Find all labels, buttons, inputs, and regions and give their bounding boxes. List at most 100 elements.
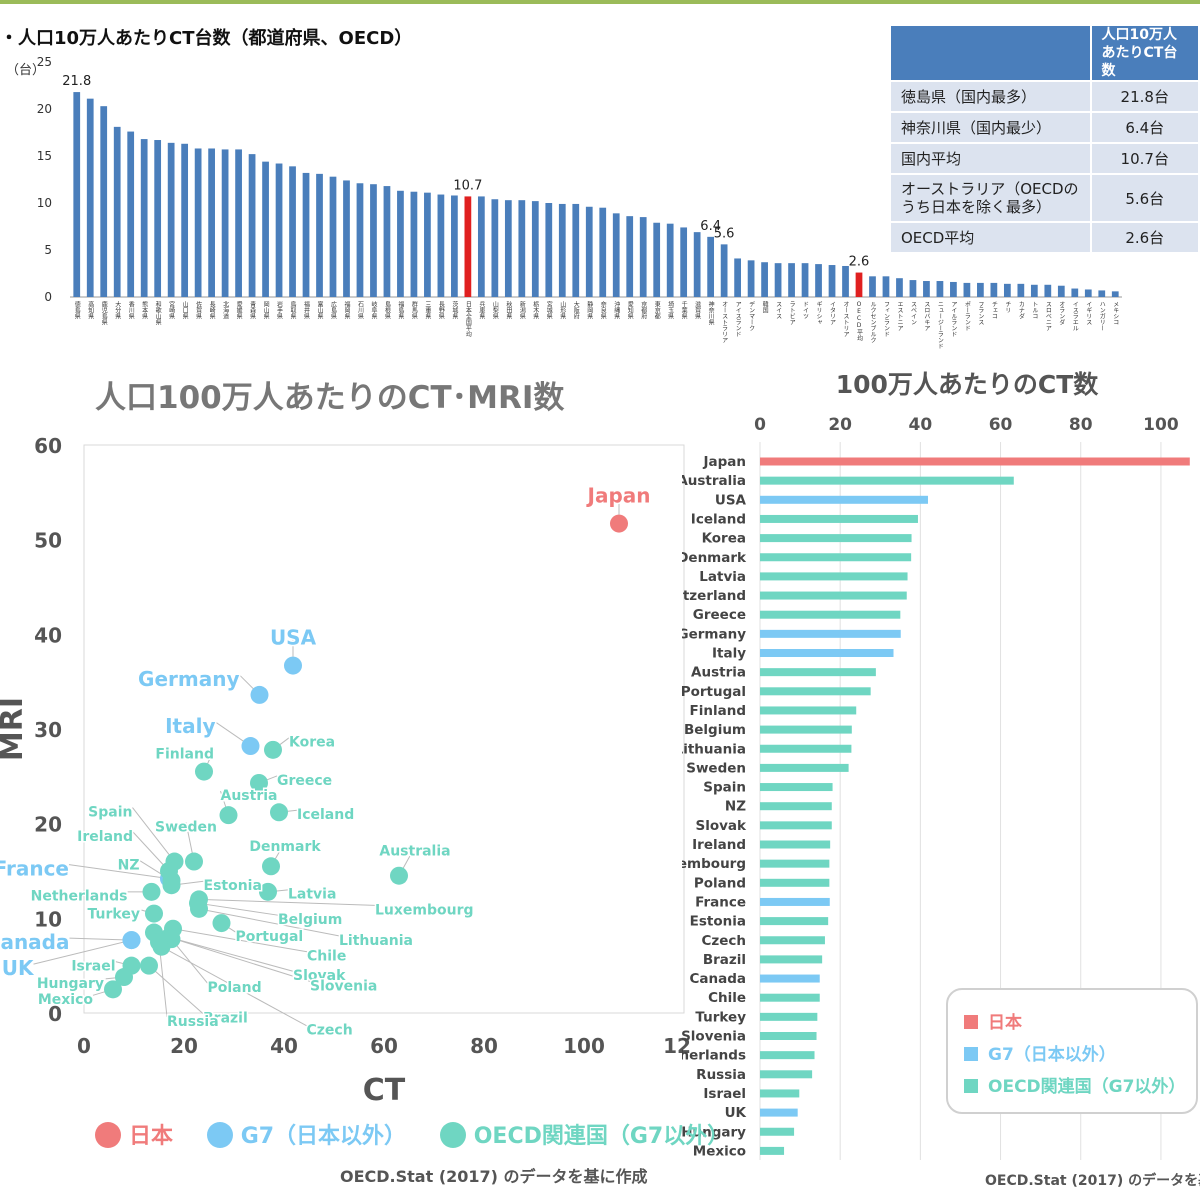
bar — [639, 217, 647, 297]
bar — [707, 236, 715, 297]
x-tick-label: フランス — [977, 301, 984, 325]
x-tick-label: ニュージーランド — [936, 301, 943, 349]
category-label: Spain — [703, 780, 746, 796]
x-tick-label: 岡山県 — [262, 301, 269, 320]
x-tick-label: スロベニア — [1044, 301, 1051, 331]
bar-source-note: OECD.Stat (2017) のデータを基に作成 — [985, 1173, 1200, 1189]
data-point — [262, 857, 280, 876]
bar — [760, 629, 901, 638]
point-label: Estonia — [204, 878, 262, 894]
category-label: Sweden — [686, 760, 746, 776]
category-label: Australia — [682, 473, 746, 489]
x-tick-label: 100 — [1143, 415, 1179, 435]
bar — [760, 1012, 818, 1021]
x-tick-label: 80 — [470, 1034, 498, 1058]
point-label: Korea — [289, 735, 335, 751]
category-label: Slovak — [695, 818, 747, 834]
bar — [760, 897, 830, 906]
leader-line — [148, 965, 204, 1015]
bar — [760, 840, 831, 849]
data-point — [140, 956, 158, 975]
x-tick-label: 山形県 — [559, 300, 566, 320]
table-row-label: 徳島県（国内最多） — [889, 80, 1092, 113]
bar — [424, 192, 431, 297]
x-tick-label: 20 — [170, 1034, 198, 1058]
x-tick-label: スペイン — [909, 301, 916, 325]
point-label: Chile — [307, 949, 346, 965]
table-row-value: 2.6台 — [1089, 221, 1200, 254]
bar — [760, 457, 1190, 466]
x-tick-label: 鹿児島県 — [100, 300, 107, 326]
scatter-title: 人口100万人あたりのCT･MRI数 — [95, 380, 564, 416]
bar — [477, 196, 485, 297]
x-tick-label: 日本全国平均 — [464, 301, 471, 338]
bar — [289, 166, 296, 297]
x-tick-label: 北海道 — [222, 300, 229, 320]
bar — [760, 1070, 813, 1079]
x-tick-label: 三重県 — [424, 301, 431, 320]
x-tick-label: 青森県 — [249, 300, 256, 320]
category-label: Turkey — [695, 1009, 746, 1025]
scatter-legend: 日本 G7（日本以外） OECD関連国（G7以外） — [95, 1118, 755, 1150]
bar — [720, 244, 728, 297]
bar — [518, 200, 526, 297]
bar — [1071, 288, 1079, 297]
x-tick-label: 栃木県 — [532, 300, 539, 320]
x-tick-label: 福島県 — [397, 300, 404, 320]
bar — [882, 276, 890, 297]
bar — [1030, 284, 1038, 297]
bar — [760, 1032, 817, 1040]
bar — [909, 280, 917, 297]
x-tick-label: 大阪府 — [572, 300, 579, 320]
legend-label: G7（日本以外） — [988, 1045, 1116, 1065]
category-label: NZ — [725, 799, 746, 815]
x-tick-label: チェコ — [990, 301, 997, 319]
x-tick-label: 京都府 — [640, 300, 647, 320]
category-label: UK — [725, 1105, 747, 1121]
x-tick-label: 滋賀県 — [694, 300, 701, 320]
data-point — [122, 931, 141, 950]
bar-chart-title: 100万人あたりのCT数 — [836, 370, 1100, 399]
data-point — [270, 803, 288, 822]
bar — [760, 744, 852, 753]
category-label: Japan — [702, 454, 746, 470]
leader-line — [171, 938, 208, 984]
x-tick-label: 富山県 — [316, 300, 323, 320]
x-tick-label: 40 — [909, 415, 933, 435]
x-tick-label: 80 — [1069, 415, 1093, 435]
ct-mri-scatter-chart: 人口100万人あたりのCT･MRI数 0 10 20 30 40 50 60 0 20 40 60 80… — [0, 380, 690, 1108]
category-label: Germany — [682, 626, 746, 642]
data-point — [264, 740, 282, 759]
table-row-value: 5.6台 — [1089, 173, 1200, 223]
bar — [86, 98, 94, 297]
x-tick-label: アイスランド — [734, 301, 741, 337]
y-axis-title: MRI — [0, 697, 30, 761]
data-point — [142, 882, 161, 901]
bar — [760, 783, 833, 792]
bar — [760, 1089, 800, 1098]
bar — [599, 207, 607, 297]
point-label: UK — [2, 956, 35, 980]
x-tick-label: スイス — [775, 301, 782, 319]
point-label: Sweden — [155, 819, 217, 835]
x-tick-label: 埼玉県 — [667, 300, 674, 320]
ct-summary-table: 人口10万人あたりCT台数 徳島県（国内最多） 21.8台 神奈川県（国内最少） 6… — [889, 24, 1200, 254]
y-tick-label: 20 — [34, 813, 62, 837]
bar — [760, 859, 830, 868]
point-label: USA — [270, 626, 317, 650]
leader-line — [161, 946, 307, 1027]
category-label: Israel — [703, 1086, 746, 1102]
x-tick-label: 神奈川県 — [707, 300, 714, 326]
bar — [923, 281, 930, 297]
data-label: 2.6 — [849, 255, 870, 270]
bar — [760, 821, 832, 830]
bar — [329, 176, 337, 297]
category-label: Switzerland — [682, 588, 746, 604]
data-label: 6.4 — [700, 219, 721, 234]
bar — [774, 263, 782, 297]
point-label: Canada — [0, 930, 70, 954]
bar — [572, 203, 580, 297]
bar — [760, 936, 825, 945]
y-tick-label: 50 — [34, 529, 62, 553]
category-label: Slovenia — [682, 1029, 746, 1045]
